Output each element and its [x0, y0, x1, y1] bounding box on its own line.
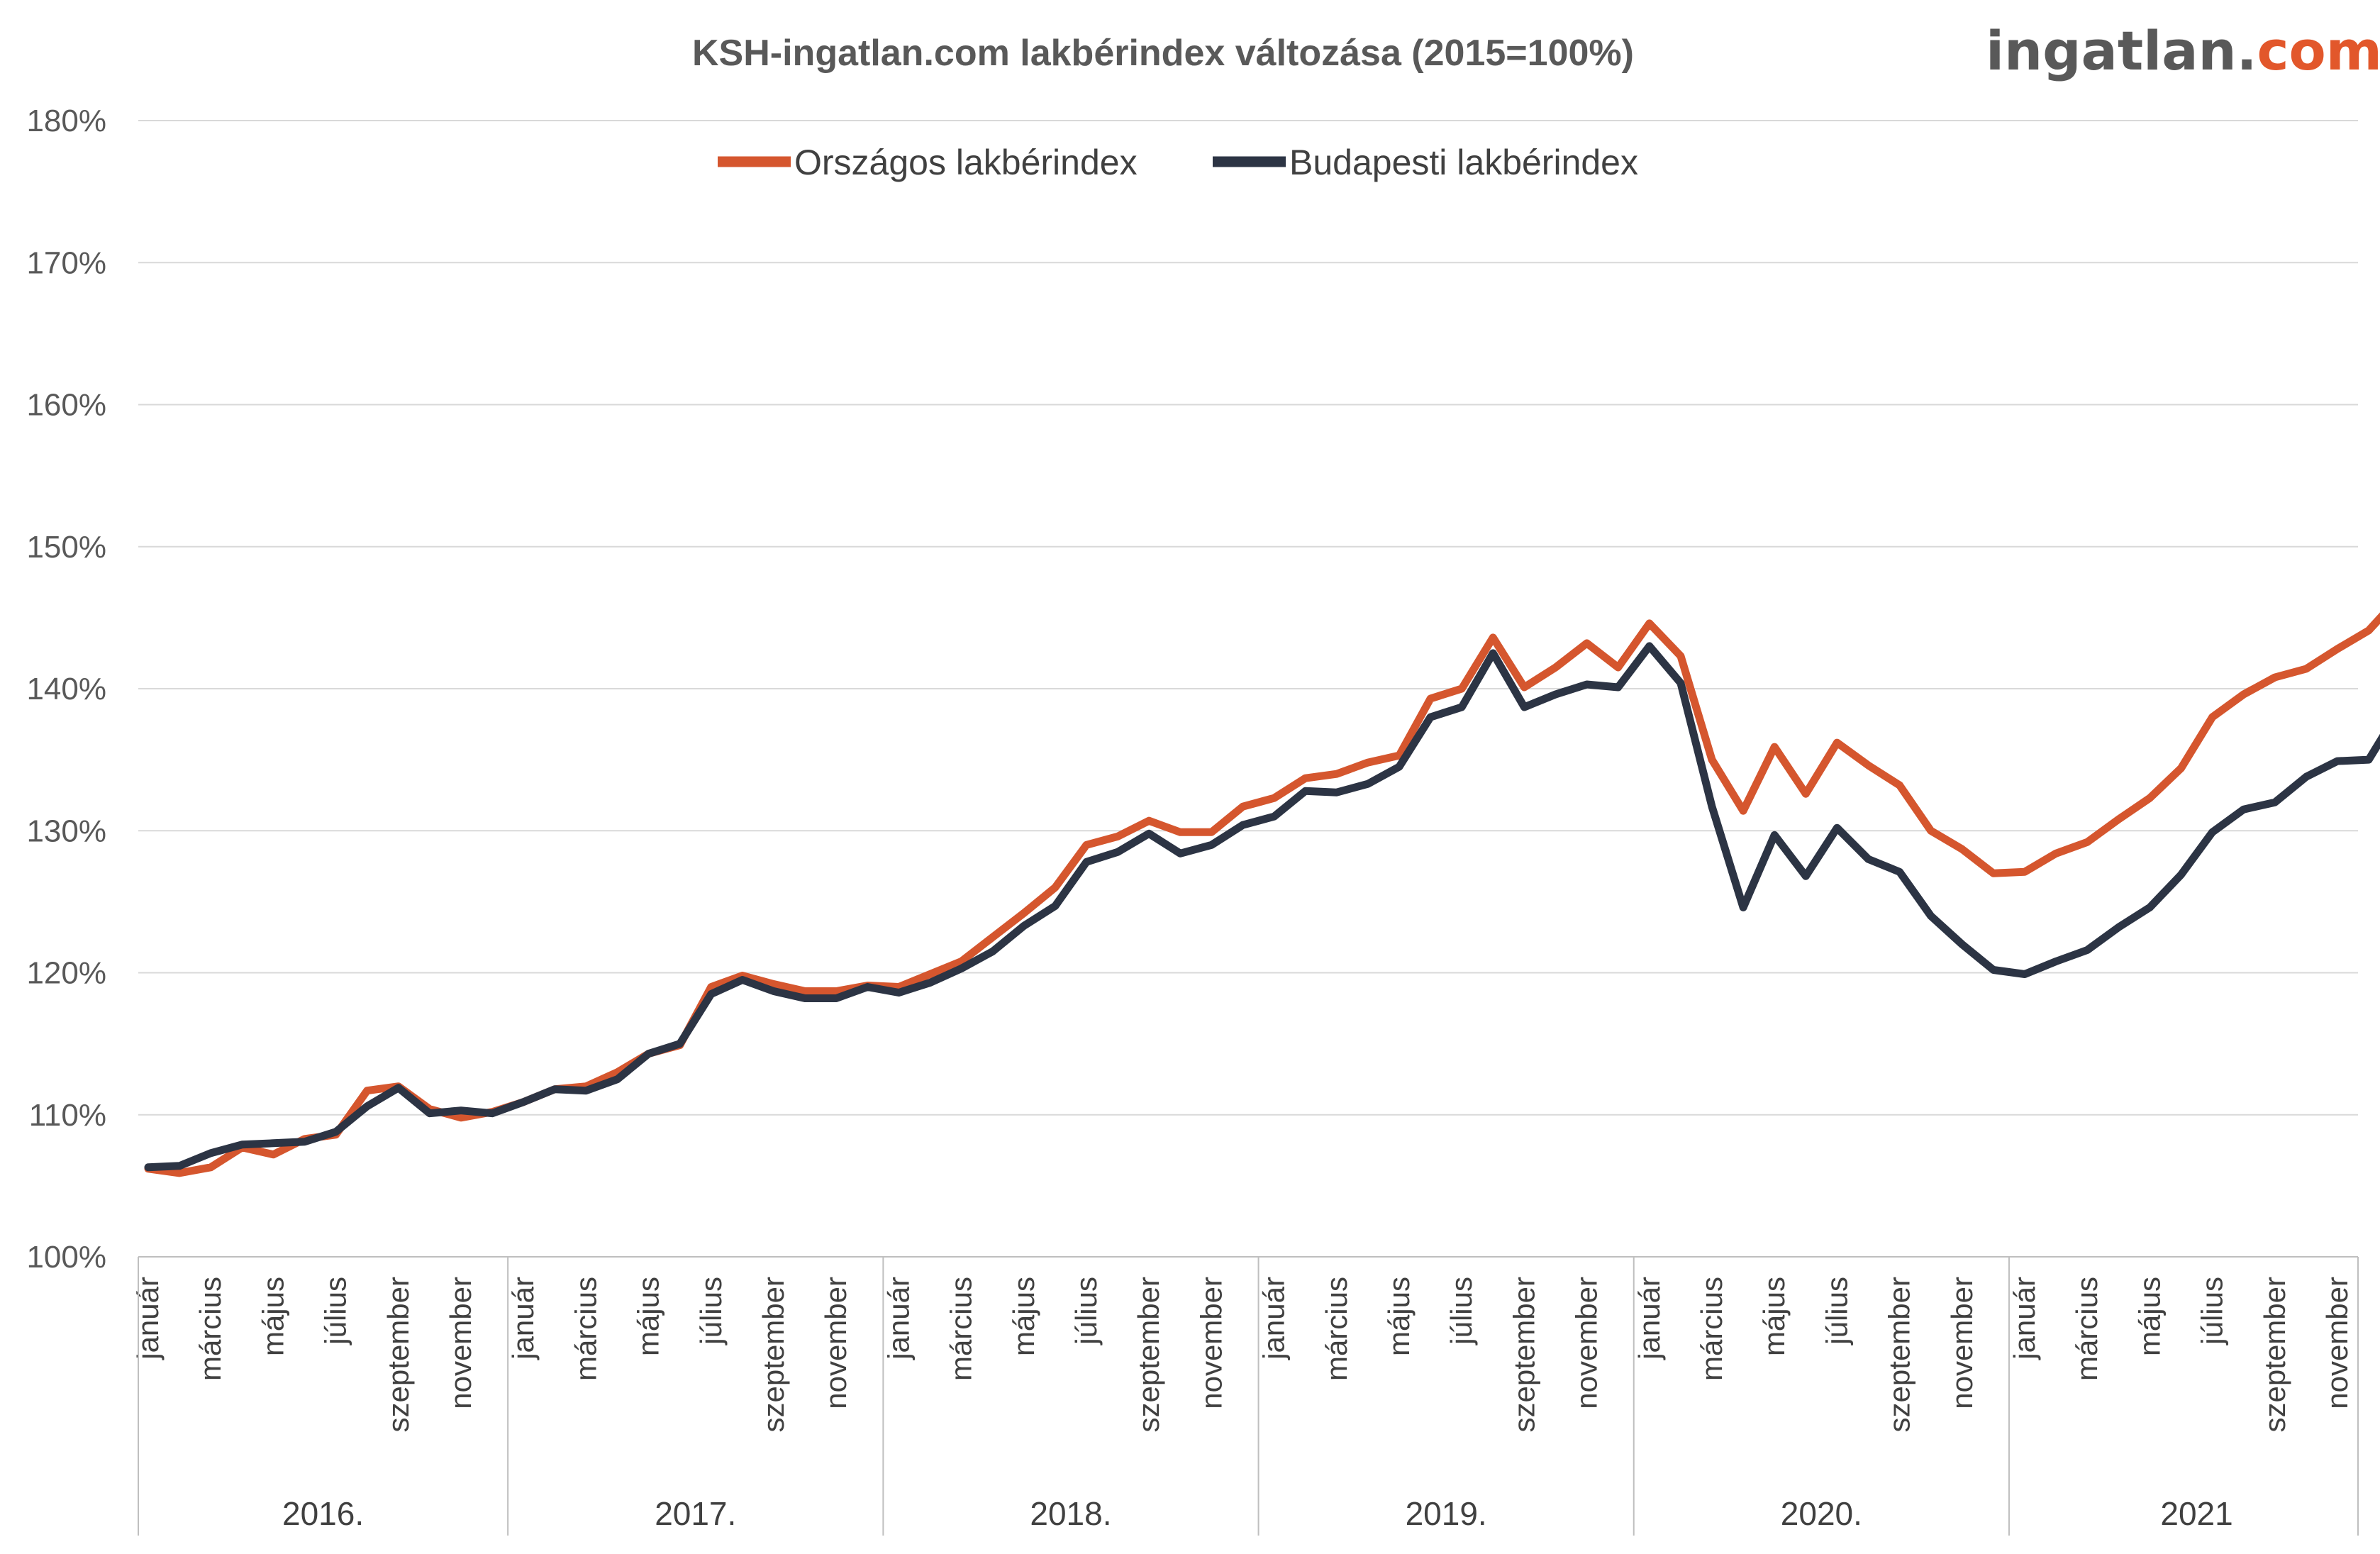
x-tick-label: január	[131, 1277, 165, 1361]
y-tick-label: 130%	[26, 814, 106, 848]
x-tick-label: január	[2008, 1277, 2041, 1361]
x-tick-label: július	[1069, 1277, 1103, 1346]
x-tick-label: július	[1820, 1277, 1853, 1346]
y-tick-label: 150%	[26, 530, 106, 565]
x-axis: január március május július szeptember novemb…	[131, 1257, 2359, 1536]
x-tick-label: november	[1570, 1277, 1603, 1409]
y-tick-label: 160%	[26, 388, 106, 423]
x-tick-label: március	[945, 1277, 978, 1381]
year-label: 2016.	[282, 1495, 364, 1532]
year-label: 2019.	[1406, 1495, 1487, 1532]
x-tick-label: november	[1945, 1277, 1979, 1409]
x-tick-label: szeptember	[1132, 1277, 1165, 1432]
x-tick-label: május	[2132, 1277, 2166, 1356]
x-tick-label: március	[194, 1277, 227, 1381]
x-tick-label: május	[1757, 1277, 1791, 1356]
y-axis: 100% 110% 120% 130% 140% 150% 160% 170% 180%	[26, 104, 106, 1275]
x-tick-label: november	[819, 1277, 852, 1409]
x-tick-label: március	[569, 1277, 602, 1381]
logo-text-accent: com	[2257, 19, 2380, 82]
y-tick-label: 170%	[26, 245, 106, 280]
x-tick-label: szeptember	[1883, 1277, 1916, 1432]
gridlines	[138, 120, 2358, 1258]
y-tick-label: 110%	[29, 1098, 106, 1133]
ingatlan-logo: ingatlan.com	[1986, 19, 2380, 82]
x-tick-label: január	[882, 1277, 915, 1361]
x-tick-label: szeptember	[1507, 1277, 1540, 1432]
logo-text-main: ingatlan.	[1986, 19, 2257, 82]
x-tick-label: január	[506, 1277, 540, 1361]
y-tick-label: 180%	[26, 104, 106, 138]
year-label: 2021	[2160, 1495, 2232, 1532]
x-tick-label: november	[1194, 1277, 1228, 1409]
x-tick-label: szeptember	[382, 1277, 415, 1432]
y-tick-label: 100%	[26, 1240, 106, 1275]
legend: Országos lakbérindex Budapesti lakbérind…	[718, 143, 1638, 182]
x-tick-label: július	[319, 1277, 352, 1346]
series-line-orszagos	[144, 612, 2380, 1177]
x-tick-label: szeptember	[757, 1277, 790, 1432]
y-tick-label: 120%	[26, 956, 106, 991]
x-tick-label: július	[1445, 1277, 1478, 1346]
legend-label-orszagos: Országos lakbérindex	[794, 143, 1138, 182]
y-tick-label: 140%	[26, 672, 106, 706]
x-tick-label: január	[1257, 1277, 1291, 1361]
x-tick-label: május	[1382, 1277, 1416, 1356]
x-tick-label: január	[1633, 1277, 1666, 1361]
x-tick-label: július	[2196, 1277, 2229, 1346]
x-tick-label: május	[256, 1277, 289, 1356]
series-lines	[144, 612, 2380, 1177]
x-tick-label: november	[2320, 1277, 2354, 1409]
x-tick-label: március	[2070, 1277, 2103, 1381]
x-tick-label: július	[694, 1277, 728, 1346]
x-tick-label: május	[632, 1277, 665, 1356]
chart-title: KSH-ingatlan.com lakbérindex változása (…	[692, 33, 1634, 74]
series-line-budapest	[144, 642, 2380, 1172]
year-label: 2017.	[655, 1495, 736, 1532]
x-tick-label: szeptember	[2258, 1277, 2291, 1432]
x-tick-label: március	[1695, 1277, 1728, 1381]
x-tick-label: május	[1007, 1277, 1040, 1356]
legend-label-budapest: Budapesti lakbérindex	[1289, 143, 1638, 182]
year-label: 2020.	[1781, 1495, 1862, 1532]
x-tick-label: november	[444, 1277, 477, 1409]
x-tick-label: március	[1320, 1277, 1353, 1381]
year-label: 2018.	[1030, 1495, 1111, 1532]
